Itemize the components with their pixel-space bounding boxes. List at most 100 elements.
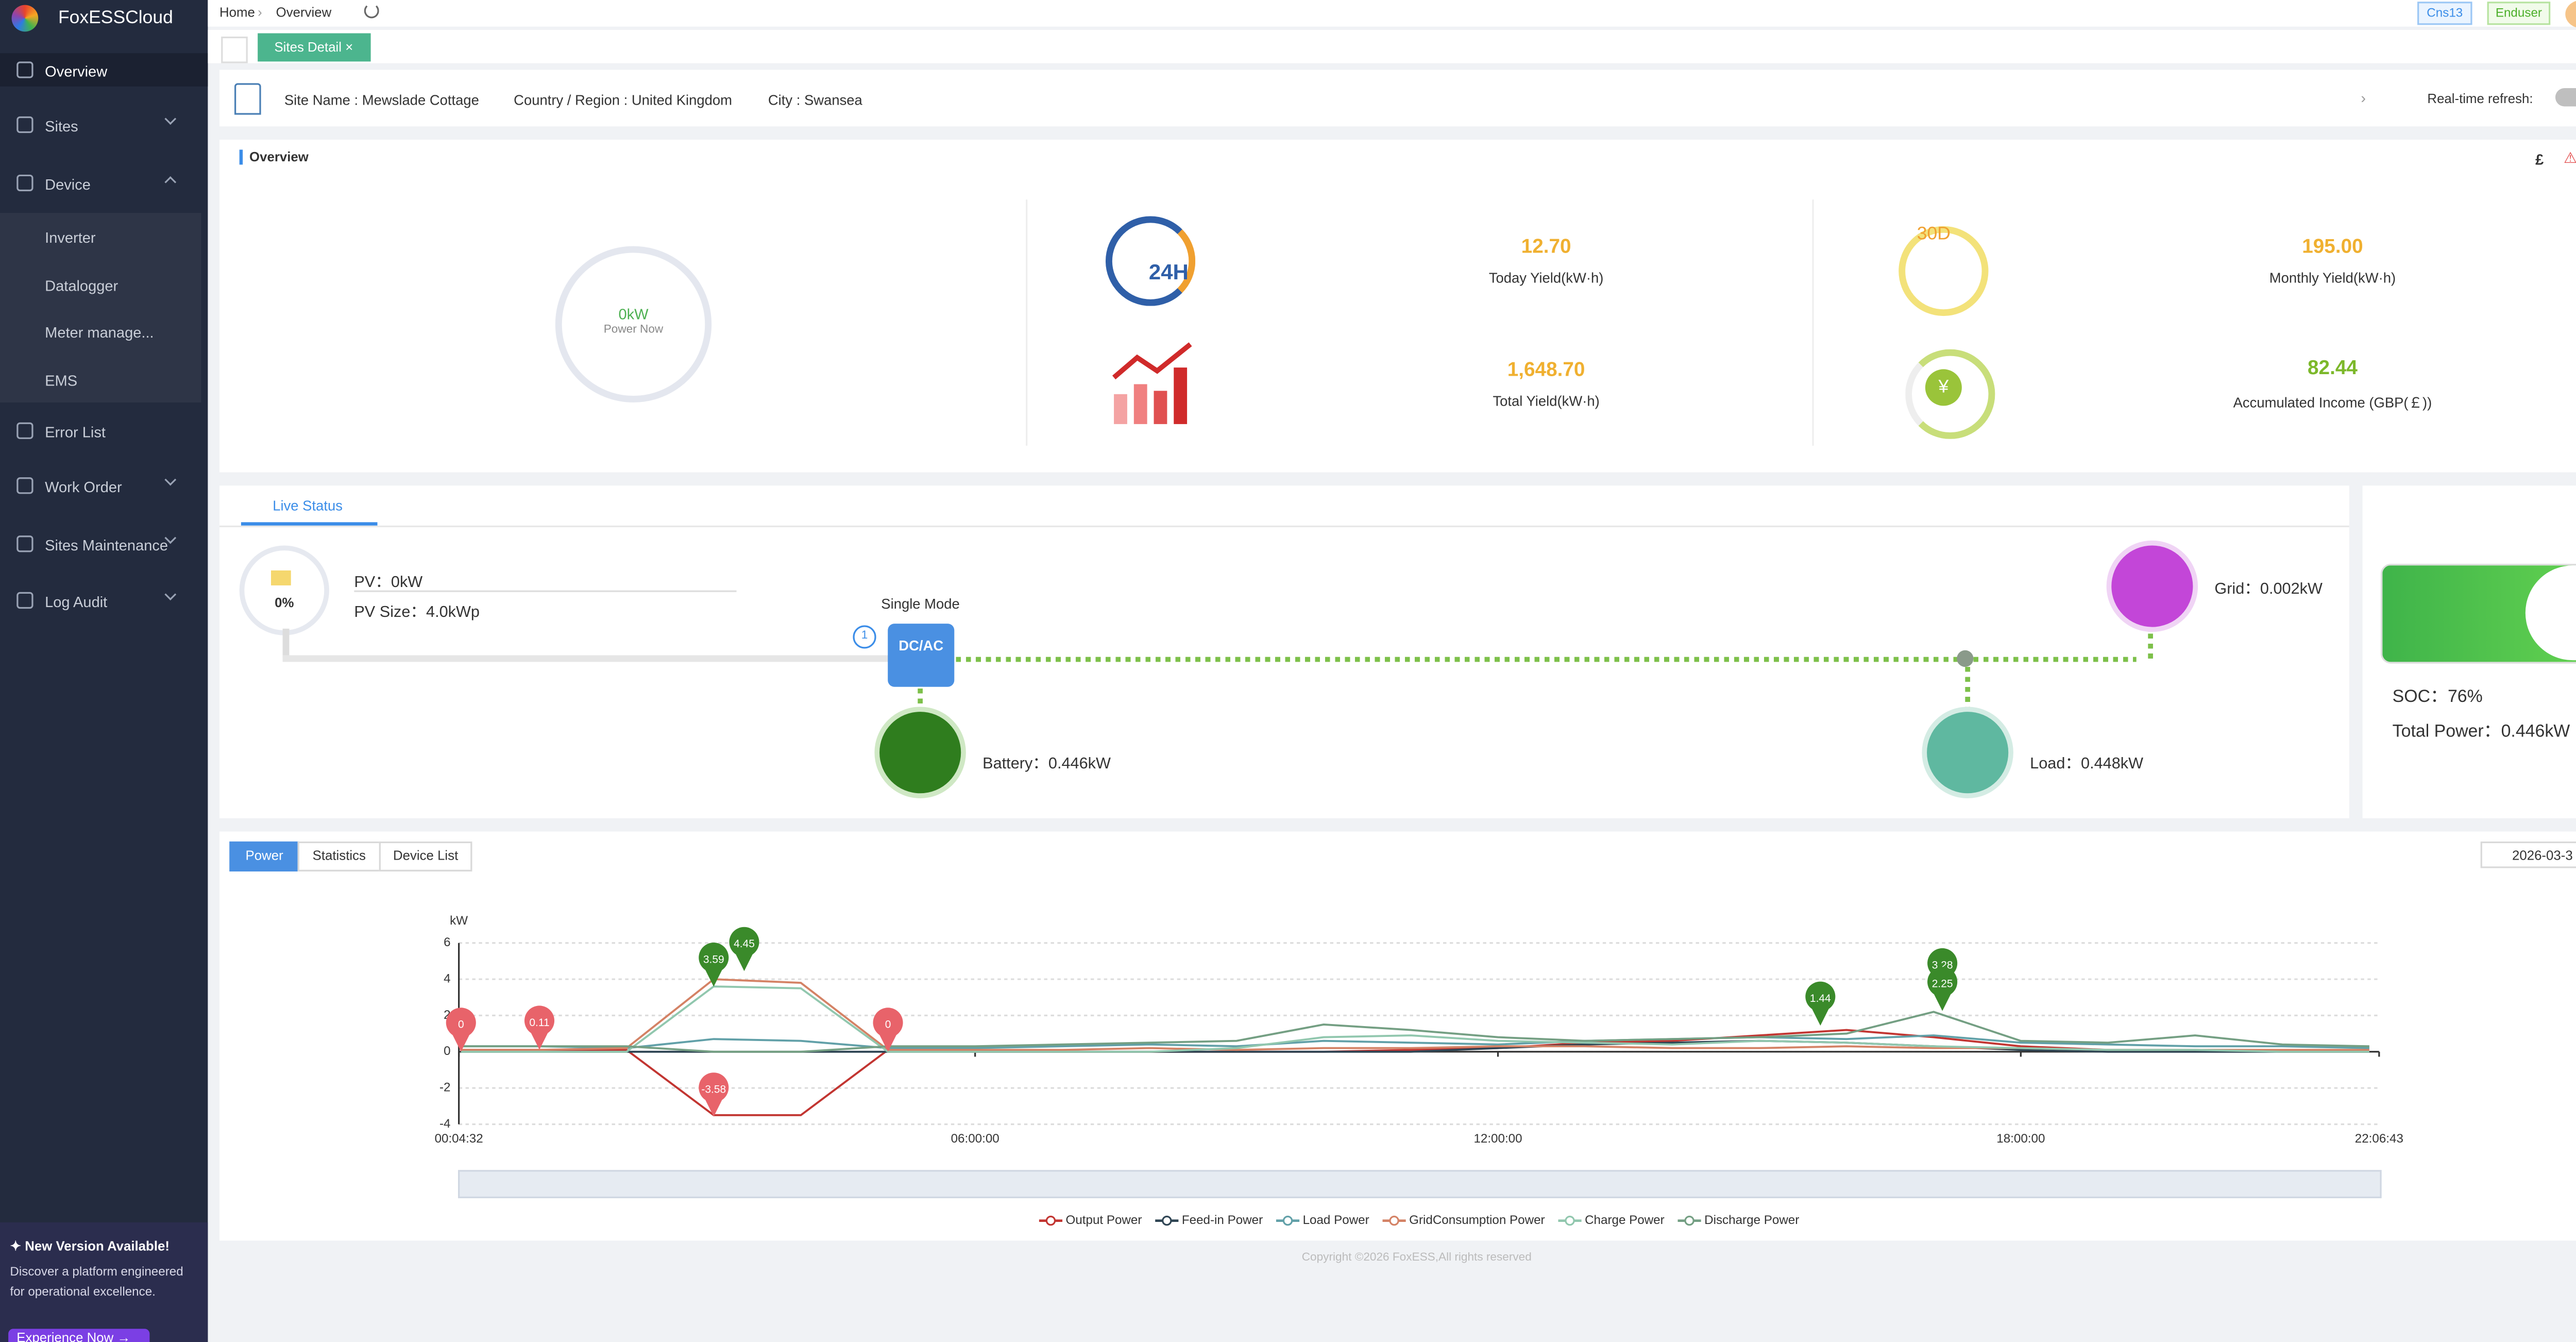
tag: Cns13 xyxy=(2417,2,2472,25)
icon xyxy=(16,422,33,439)
promo-title: ✦ New Version Available! xyxy=(10,1239,170,1254)
promo-button[interactable]: Experience Now → xyxy=(8,1329,150,1342)
section-title: Overview xyxy=(249,149,309,165)
menu-item[interactable]: Log Audit xyxy=(45,594,108,611)
submenu-item[interactable]: Meter manage... xyxy=(45,324,154,341)
tower-icon xyxy=(234,83,261,115)
month-icon-text: 30D xyxy=(1917,224,1951,245)
pv-percent: 0% xyxy=(275,595,294,611)
alarm-icon[interactable]: ⚠ xyxy=(2564,149,2576,166)
active-item xyxy=(0,53,208,87)
tab[interactable]: Live Status xyxy=(273,497,343,514)
stat-value: 82.44 xyxy=(2308,356,2358,379)
chevron[interactable]: › xyxy=(2361,90,2366,107)
menu-item[interactable]: Sites Maintenance xyxy=(45,537,168,554)
menu-item[interactable]: Work Order xyxy=(45,479,122,496)
marker-label: 2.25 xyxy=(1932,978,1953,990)
legend-label: Charge Power xyxy=(1585,1213,1665,1227)
legend-dot xyxy=(1389,1215,1399,1226)
legend-label: Discharge Power xyxy=(1704,1213,1799,1227)
legend-label: Output Power xyxy=(1066,1213,1142,1227)
avatar[interactable] xyxy=(2565,0,2576,28)
active-tab[interactable]: Sites Detail × xyxy=(258,33,371,62)
marker-pin xyxy=(873,1008,903,1052)
currency: £ xyxy=(2535,151,2544,168)
marker-label: 1.44 xyxy=(1810,993,1831,1004)
pv-icon xyxy=(271,570,291,585)
submenu-item[interactable]: Datalogger xyxy=(45,277,118,295)
chart-tab[interactable]: Power xyxy=(229,841,299,871)
marker-pin xyxy=(729,927,759,971)
marker-label: 0 xyxy=(885,1019,891,1031)
breadcrumb[interactable]: Home xyxy=(219,5,255,20)
y-tick-label: -2 xyxy=(439,1080,451,1094)
marker-label: 4.45 xyxy=(734,938,755,950)
toggle[interactable] xyxy=(2555,88,2576,107)
total-power: Total Power：0.446kW xyxy=(2392,722,2570,742)
battery: Battery：0.446kW xyxy=(982,755,1111,774)
chart-tab[interactable]: Statistics xyxy=(297,841,381,871)
battery-node xyxy=(879,712,961,794)
site-region: Country / Region : United Kingdom xyxy=(514,91,733,108)
wire xyxy=(282,655,890,662)
menu-item[interactable]: Overview xyxy=(45,63,108,80)
icon-bar xyxy=(1174,367,1188,424)
icon xyxy=(16,116,33,133)
pv: PV：0kW xyxy=(354,574,423,592)
tab-underline xyxy=(241,522,378,526)
flow-line xyxy=(918,686,923,714)
series-line xyxy=(461,985,2369,1053)
power-now-label: Power Now xyxy=(603,324,664,336)
pv-size: PV Size：4.0kWp xyxy=(354,603,480,622)
marker-pin xyxy=(1805,981,1836,1026)
promo-text: for operational excellence. xyxy=(10,1284,156,1299)
stat-value: 12.70 xyxy=(1521,234,1571,258)
legend-dot xyxy=(1282,1215,1293,1226)
footer: Copyright ©2026 FoxESS,All rights reserv… xyxy=(1301,1252,1532,1264)
refresh-icon[interactable] xyxy=(364,3,379,19)
series-line xyxy=(461,1029,2369,1116)
site-city: City : Swansea xyxy=(768,91,862,108)
site-name: Site Name : Mewslade Cottage xyxy=(284,91,479,108)
stat-label: Accumulated Income (GBP(￡)) xyxy=(2233,394,2432,411)
junction xyxy=(1957,650,1974,667)
divider xyxy=(1812,199,1814,446)
icon-bar xyxy=(1154,391,1167,424)
badge: 1 xyxy=(853,625,876,649)
menu-item[interactable]: Error List xyxy=(45,424,106,441)
stat-label: Total Yield(kW·h) xyxy=(1493,392,1600,409)
home-tab[interactable] xyxy=(221,36,248,63)
breadcrumb: Overview xyxy=(276,5,332,20)
marker-label: 0 xyxy=(458,1019,464,1031)
x-tick-label: 18:00:00 xyxy=(1996,1132,2045,1146)
promo-text: Discover a platform engineered xyxy=(10,1264,183,1279)
icon-bar xyxy=(1114,394,1127,424)
chart-tab[interactable]: Device List xyxy=(379,841,472,871)
sidebar: FoxESSCloud Overview Sites Device Invert… xyxy=(0,0,208,1342)
x-tick-label: 22:06:43 xyxy=(2355,1132,2403,1146)
topbar xyxy=(208,0,2576,27)
marker-pin xyxy=(446,1008,476,1052)
x-tick-label: 06:00:00 xyxy=(951,1132,999,1146)
marker-pin xyxy=(699,943,729,987)
zoom-slider[interactable] xyxy=(458,1170,2382,1199)
submenu xyxy=(0,213,201,402)
legend-label: Feed-in Power xyxy=(1182,1213,1263,1227)
x-tick-label: 00:04:32 xyxy=(435,1132,483,1146)
marker-pin xyxy=(1927,967,1958,1011)
stat-value: 195.00 xyxy=(2302,234,2363,258)
pv-gauge xyxy=(239,545,329,635)
legend-dot xyxy=(1565,1215,1575,1226)
date-picker[interactable]: 2026-03-3 xyxy=(2480,841,2576,868)
submenu-item[interactable]: EMS xyxy=(45,372,78,390)
submenu-item[interactable]: Inverter xyxy=(45,229,96,246)
marker-pin xyxy=(699,1072,729,1117)
menu-item[interactable]: Sites xyxy=(45,118,78,135)
wire xyxy=(282,628,290,659)
grid-node xyxy=(2111,545,2193,627)
menu-item[interactable]: Device xyxy=(45,176,91,193)
money-bag: ¥ xyxy=(1925,369,1962,406)
y-tick-label: -4 xyxy=(439,1117,451,1131)
